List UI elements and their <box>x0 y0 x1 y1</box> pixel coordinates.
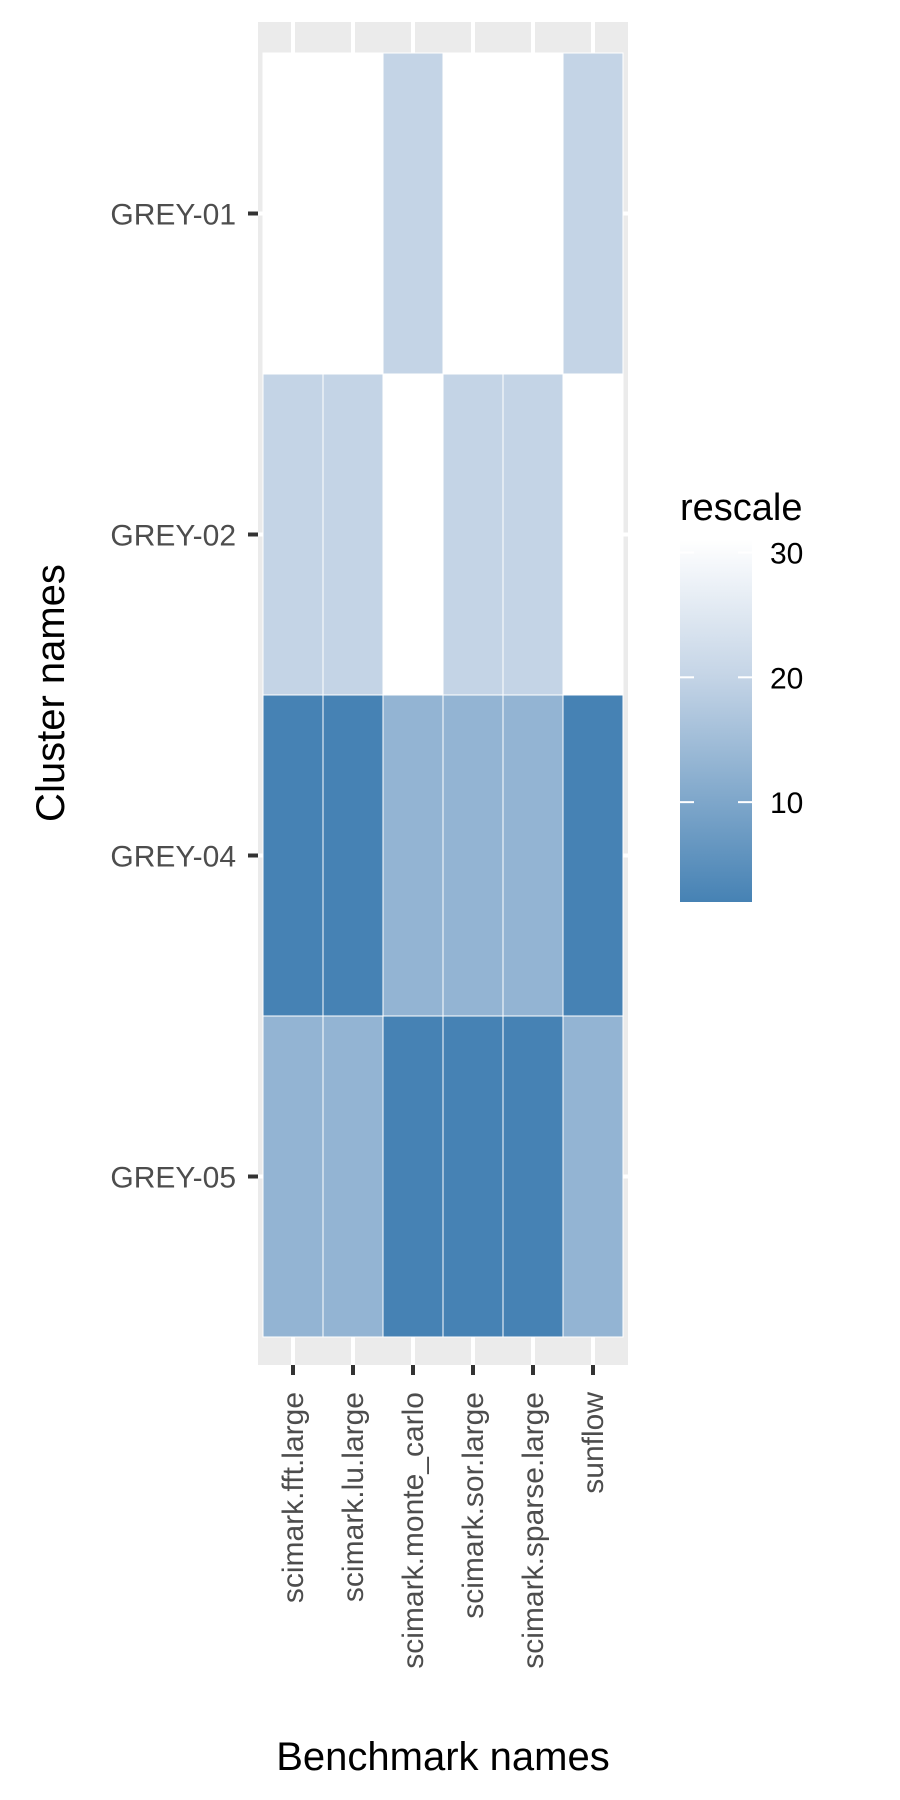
heatmap-cell <box>562 694 624 1017</box>
x-tick-label: scimark.fft.large <box>277 1392 310 1603</box>
heatmap-cell <box>322 52 384 375</box>
x-tick-label: scimark.lu.large <box>337 1392 370 1602</box>
legend: rescale 10 20 30 <box>680 487 803 902</box>
x-tick-label: sunflow <box>577 1392 610 1494</box>
heatmap-cell <box>262 373 324 696</box>
y-axis-title: Cluster names <box>29 564 73 822</box>
heatmap-cell <box>262 1015 324 1338</box>
heatmap-cell <box>562 373 624 696</box>
legend-colorbar <box>680 540 752 902</box>
y-tick-label: GREY-05 <box>110 1162 236 1195</box>
heatmap-cell <box>382 373 444 696</box>
heatmap-cell <box>382 52 444 375</box>
heatmap-cell <box>322 1015 384 1338</box>
heatmap-cell <box>442 694 504 1017</box>
heatmap-cell <box>322 694 384 1017</box>
heatmap-cell <box>442 373 504 696</box>
heatmap-cell <box>502 1015 564 1338</box>
heatmap-cells <box>262 52 624 1338</box>
legend-ticks: 10 20 30 <box>680 537 803 820</box>
x-axis-title: Benchmark names <box>276 1735 609 1779</box>
x-tick-label: scimark.sor.large <box>457 1392 490 1619</box>
heatmap-cell <box>262 694 324 1017</box>
heatmap-cell <box>562 1015 624 1338</box>
heatmap-cell <box>262 52 324 375</box>
y-tick-label: GREY-01 <box>110 199 236 232</box>
x-tick-label: scimark.monte_carlo <box>397 1392 430 1669</box>
heatmap-cell <box>322 373 384 696</box>
heatmap-cell <box>562 52 624 375</box>
heatmap-cell <box>442 1015 504 1338</box>
legend-tick-label: 20 <box>770 662 803 695</box>
heatmap-cell <box>382 694 444 1017</box>
legend-tick-label: 30 <box>770 537 803 570</box>
y-tick-label: GREY-02 <box>110 520 236 553</box>
legend-title: rescale <box>680 487 803 529</box>
y-tick-label: GREY-04 <box>110 841 236 874</box>
heatmap-cell <box>502 694 564 1017</box>
x-tick-label: scimark.sparse.large <box>517 1392 550 1669</box>
x-axis: scimark.fft.large scimark.lu.large scimark… <box>277 1365 610 1669</box>
heatmap-cell <box>442 52 504 375</box>
legend-tick-label: 10 <box>770 787 803 820</box>
heatmap-cell <box>502 373 564 696</box>
heatmap-cell <box>502 52 564 375</box>
y-axis: GREY-01 GREY-02 GREY-04 GREY-05 <box>110 199 258 1195</box>
heatmap-cell <box>382 1015 444 1338</box>
